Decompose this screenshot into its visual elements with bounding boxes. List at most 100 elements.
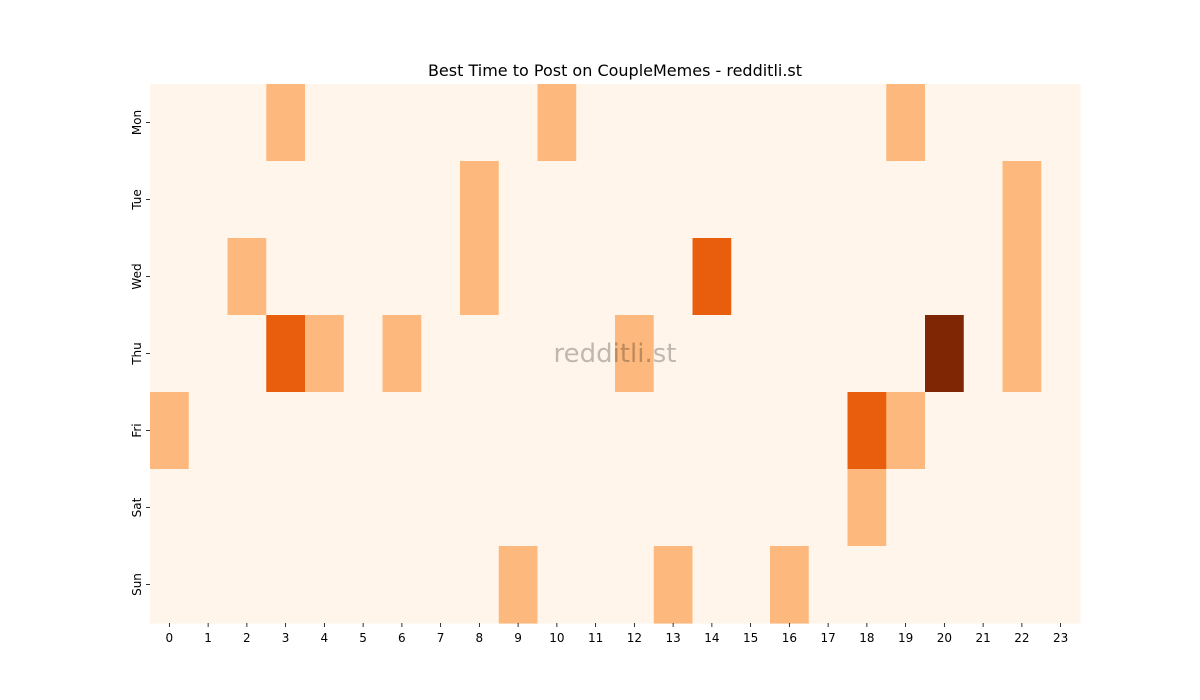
heatmap-cell-thu-4 [305,315,345,393]
heatmap-cell-sat-13 [653,469,694,547]
heatmap-cell-fri-17 [808,392,849,470]
heatmap-cell-wed-23 [1041,238,1081,316]
heatmap-cell-sun-5 [343,546,384,624]
heatmap-cell-thu-6 [382,315,422,393]
heatmap-cell-wed-9 [498,238,539,316]
y-tick-label-fri: Fri [130,423,144,437]
heatmap-cell-fri-3 [266,392,306,470]
heatmap-cell-tue-13 [653,161,694,239]
heatmap-cell-thu-11 [576,315,616,393]
x-tick-label-16: 16 [782,631,797,645]
heatmap-cell-fri-23 [1041,392,1081,470]
heatmap-cell-wed-13 [653,238,694,316]
x-tick-label-0: 0 [166,631,174,645]
heatmap-cell-wed-7 [421,238,461,316]
y-tick-label-thu: Thu [130,342,144,366]
heatmap-cell-mon-14 [692,84,732,162]
heatmap-cell-sat-20 [925,469,965,547]
heatmap-cell-sat-17 [808,469,849,547]
heatmap-cell-fri-9 [498,392,539,470]
heatmap-cell-mon-20 [925,84,965,162]
heatmap-cell-wed-17 [808,238,849,316]
heatmap-cell-thu-22 [1002,315,1042,393]
heatmap-cell-fri-12 [615,392,655,470]
x-tick-label-6: 6 [398,631,406,645]
heatmap-cell-sun-6 [382,546,422,624]
heatmap-cell-sat-12 [615,469,655,547]
x-tick-label-15: 15 [743,631,758,645]
heatmap-cell-sat-9 [498,469,539,547]
x-tick-label-22: 22 [1014,631,1029,645]
heatmap-cell-sat-23 [1041,469,1081,547]
heatmap-cell-sun-3 [266,546,306,624]
heatmap-cell-fri-5 [343,392,384,470]
x-tick-label-19: 19 [898,631,913,645]
heatmap-cell-sun-16 [770,546,810,624]
x-tick-label-17: 17 [820,631,835,645]
heatmap-cell-wed-22 [1002,238,1042,316]
heatmap-cell-wed-21 [963,238,1004,316]
x-tick-label-12: 12 [627,631,642,645]
heatmap-cell-fri-4 [305,392,345,470]
heatmap-cell-thu-3 [266,315,306,393]
heatmap-cell-wed-10 [537,238,577,316]
heatmap-cell-thu-19 [886,315,926,393]
heatmap-cell-tue-10 [537,161,577,239]
y-axis: Mon Tue Wed Thu Fri Sat Sun [130,110,150,596]
heatmap-cell-thu-18 [847,315,887,393]
heatmap-cell-fri-15 [731,392,771,470]
heatmap-cell-wed-14 [692,238,732,316]
heatmap-cell-fri-7 [421,392,461,470]
heatmap-cell-sat-10 [537,469,577,547]
heatmap-cell-mon-13 [653,84,694,162]
heatmap-cell-sun-4 [305,546,345,624]
heatmap-cell-thu-2 [227,315,267,393]
x-tick-label-1: 1 [204,631,212,645]
heatmap-cell-mon-6 [382,84,422,162]
heatmap-cell-tue-9 [498,161,539,239]
heatmap-cell-sun-7 [421,546,461,624]
heatmap-cell-fri-0 [150,392,190,470]
heatmap-cell-thu-13 [653,315,694,393]
heatmap-cell-mon-23 [1041,84,1081,162]
heatmap-cell-mon-9 [498,84,539,162]
heatmap-cell-wed-4 [305,238,345,316]
heatmap-cell-mon-12 [615,84,655,162]
heatmap-cell-sun-0 [150,546,190,624]
heatmap-cell-wed-15 [731,238,771,316]
heatmap-cell-thu-12 [615,315,655,393]
heatmap-cell-tue-11 [576,161,616,239]
x-tick-label-20: 20 [937,631,952,645]
heatmap-cell-sun-9 [498,546,539,624]
heatmap-cell-sat-22 [1002,469,1042,547]
heatmap-cell-tue-20 [925,161,965,239]
heatmap-cell-mon-11 [576,84,616,162]
heatmap-cell-sun-20 [925,546,965,624]
y-tick-label-sun: Sun [130,573,144,596]
heatmap-cell-wed-1 [188,238,229,316]
x-tick-label-5: 5 [359,631,367,645]
chart-title: Best Time to Post on CoupleMemes - reddi… [428,61,802,80]
heatmap-cell-tue-12 [615,161,655,239]
heatmap-cell-tue-7 [421,161,461,239]
heatmap-cell-mon-15 [731,84,771,162]
heatmap-cell-thu-20 [925,315,965,393]
heatmap-cell-mon-3 [266,84,306,162]
heatmap-cell-tue-16 [770,161,810,239]
heatmap-cell-thu-10 [537,315,577,393]
heatmap-cell-thu-1 [188,315,229,393]
heatmap-cell-sun-18 [847,546,887,624]
heatmap-cell-thu-16 [770,315,810,393]
heatmap-cell-wed-18 [847,238,887,316]
heatmap-cell-tue-8 [460,161,500,239]
heatmap-cell-fri-11 [576,392,616,470]
heatmap-cell-wed-11 [576,238,616,316]
y-tick-label-sat: Sat [130,497,144,517]
heatmap-cell-thu-21 [963,315,1004,393]
y-tick-label-tue: Tue [130,189,144,211]
x-tick-label-21: 21 [975,631,990,645]
heatmap-cell-mon-4 [305,84,345,162]
heatmap-cell-tue-22 [1002,161,1042,239]
x-tick-label-18: 18 [859,631,874,645]
